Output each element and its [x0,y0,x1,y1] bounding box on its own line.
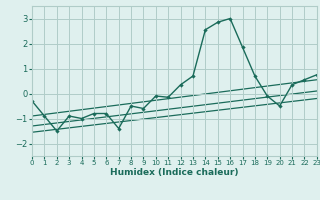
X-axis label: Humidex (Indice chaleur): Humidex (Indice chaleur) [110,168,239,177]
